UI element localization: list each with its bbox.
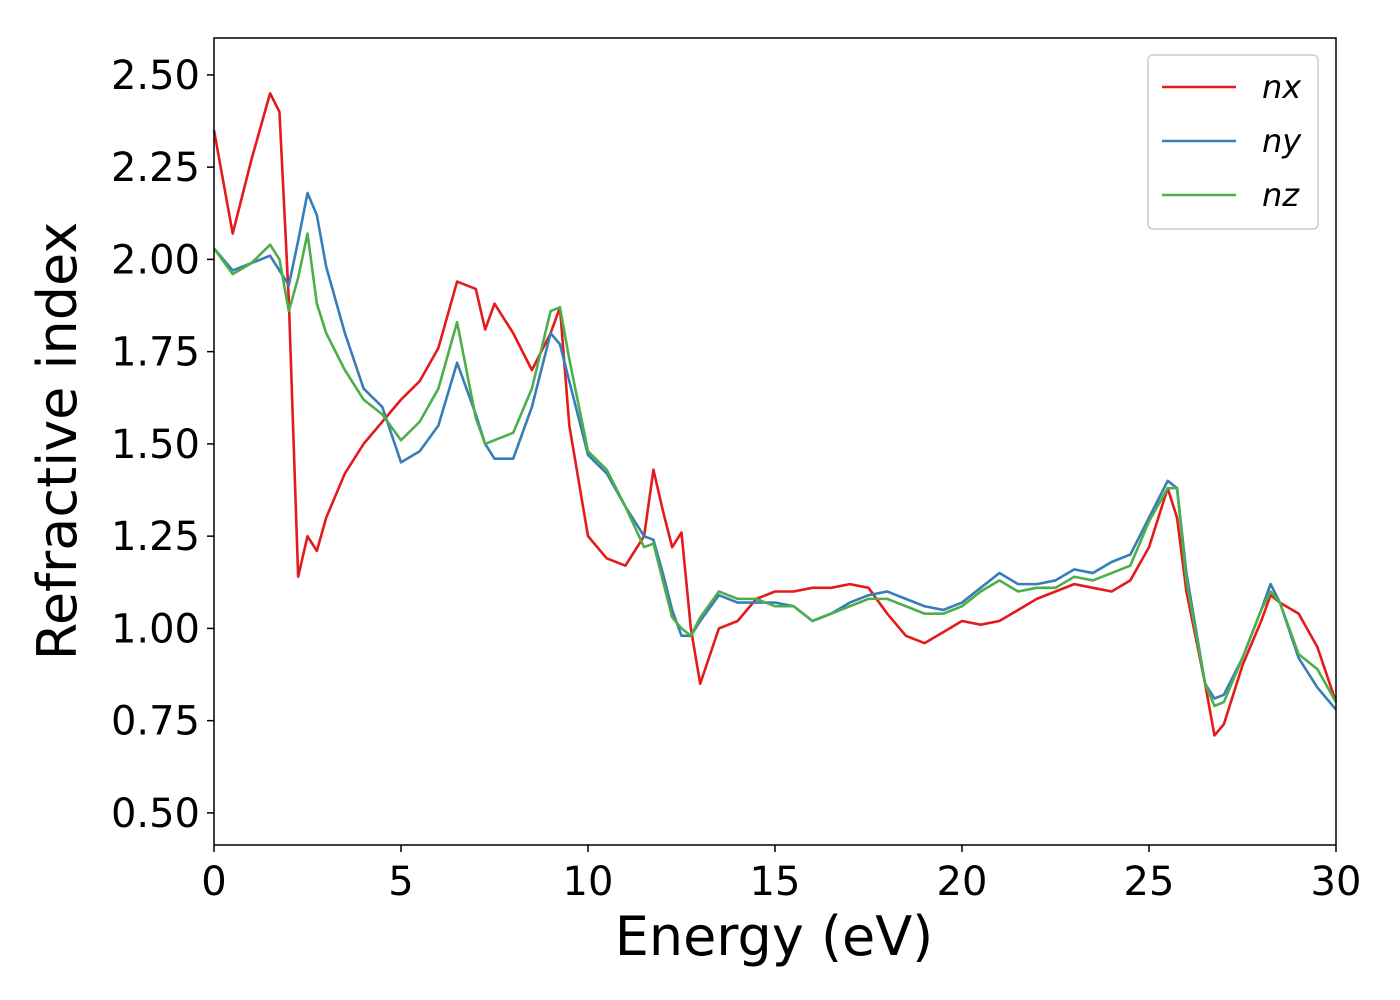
y-tick-label: 1.25 <box>111 514 200 560</box>
y-axis-label: Refractive index <box>26 222 89 661</box>
x-tick-label: 25 <box>1124 859 1175 905</box>
y-tick-label: 2.25 <box>111 145 200 191</box>
line-series <box>212 92 1338 737</box>
x-tick-label: 0 <box>201 859 226 905</box>
y-tick-label: 2.50 <box>111 53 200 99</box>
line-series <box>213 191 1337 711</box>
y-tick-label: 0.50 <box>111 791 200 837</box>
legend-label: ny <box>1262 122 1302 160</box>
legend-label: nz <box>1262 176 1300 214</box>
plot-frame <box>213 37 1337 846</box>
y-tick-label: 1.00 <box>111 606 200 652</box>
x-axis-label: Energy (eV) <box>615 905 934 968</box>
legend-label: nx <box>1262 68 1302 106</box>
y-tick-label: 1.75 <box>111 330 200 376</box>
y-tick-label: 0.75 <box>111 699 200 745</box>
x-tick-label: 10 <box>563 859 614 905</box>
x-tick-label: 15 <box>750 859 801 905</box>
y-tick-label: 2.00 <box>111 237 200 283</box>
x-tick-label: 20 <box>937 859 988 905</box>
x-tick-label: 30 <box>1311 859 1362 905</box>
x-tick-label: 5 <box>388 859 413 905</box>
line-series <box>212 232 1338 708</box>
y-tick-label: 1.50 <box>111 422 200 468</box>
